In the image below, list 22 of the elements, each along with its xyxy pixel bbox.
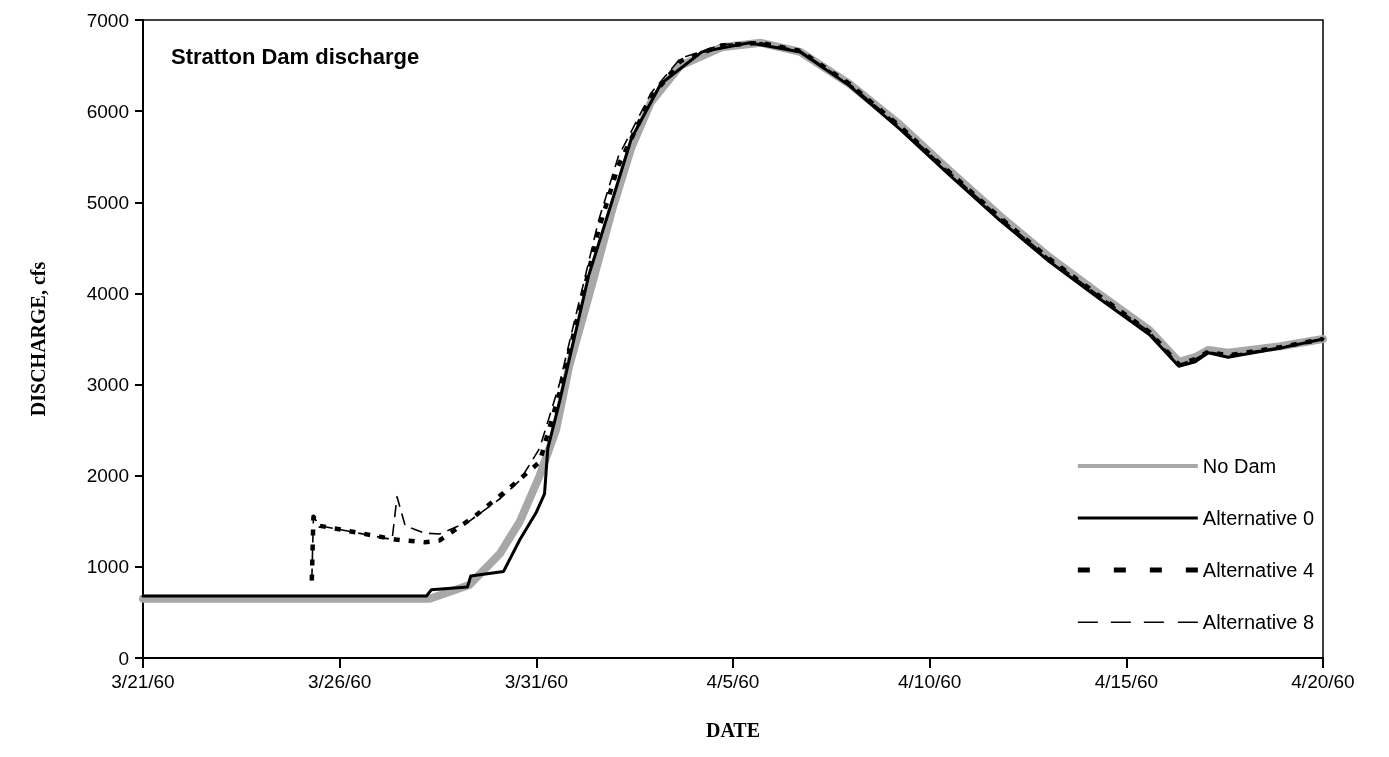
legend-label: No Dam	[1202, 455, 1277, 477]
y-tick-label: 2000	[86, 465, 129, 487]
y-tick-label: 7000	[86, 9, 129, 31]
x-axis-title: DATE	[705, 719, 761, 741]
text: Stratton Dam discharge	[171, 43, 420, 69]
y-tick-label: 1000	[86, 556, 129, 578]
y-tick-label: 3000	[86, 374, 129, 396]
legend-label: Alternative 4	[1202, 559, 1314, 581]
legend-label: Alternative 0	[1202, 507, 1314, 529]
x-tick-label: 3/26/60	[307, 671, 372, 692]
x-tick-label: 4/10/60	[897, 671, 962, 692]
y-axis-title: DISCHARGE, cfs	[27, 261, 49, 417]
x-tick-label: 4/5/60	[706, 671, 760, 692]
x-tick-label: 3/31/60	[504, 671, 569, 692]
x-tick-label: 3/21/60	[111, 671, 175, 692]
y-tick-label: 0	[118, 647, 129, 669]
legend-label: Alternative 8	[1202, 611, 1314, 633]
x-tick-label: 4/15/60	[1094, 671, 1159, 692]
y-tick-label: 4000	[86, 282, 129, 304]
x-tick-label: 4/20/60	[1291, 671, 1355, 692]
y-tick-label: 5000	[86, 191, 129, 213]
y-tick-label: 6000	[86, 100, 129, 122]
